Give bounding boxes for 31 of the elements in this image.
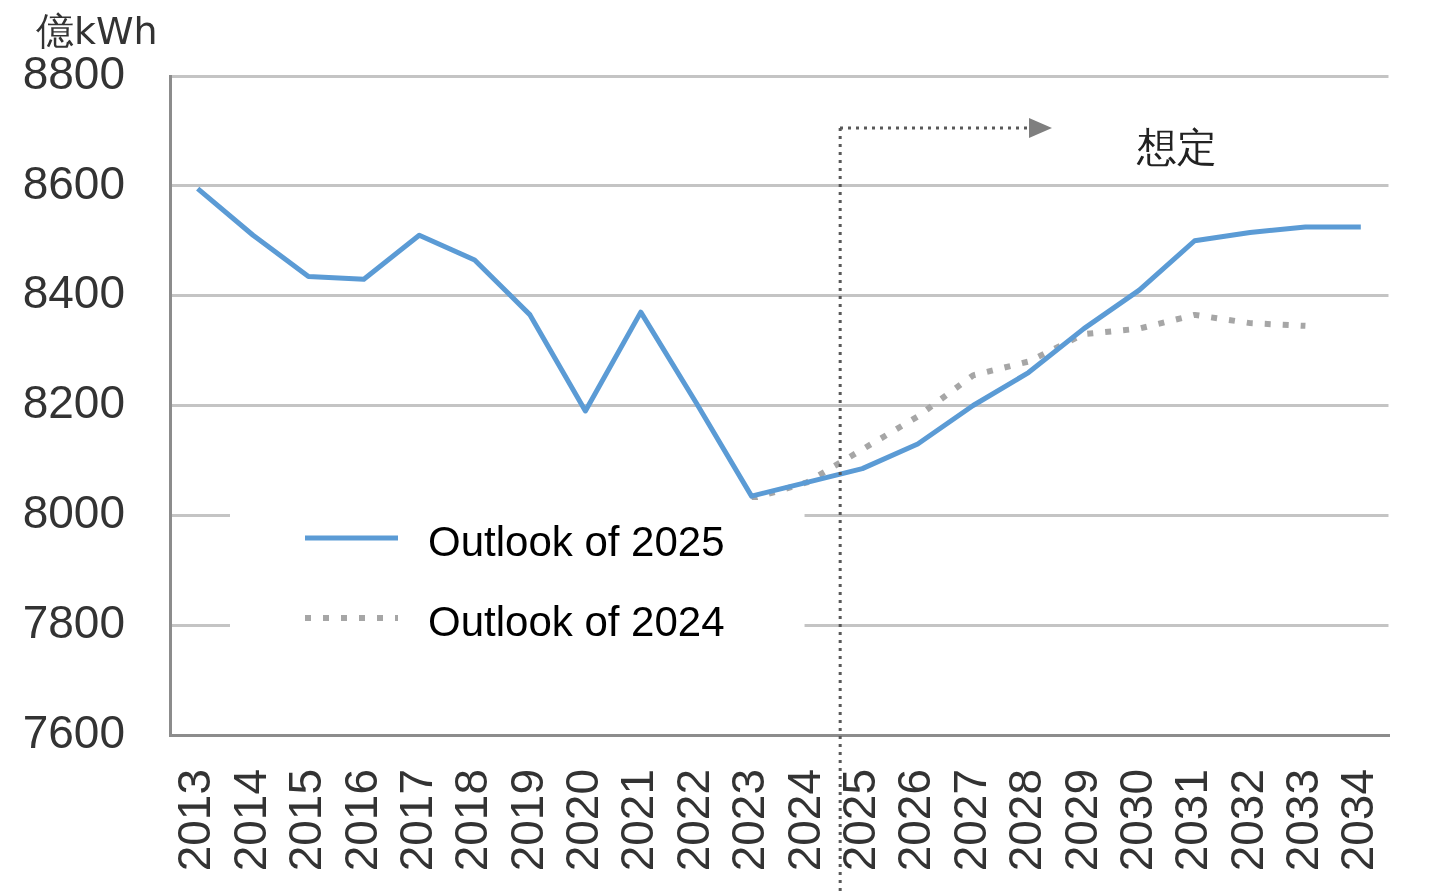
x-tick-label: 2025 (833, 769, 886, 872)
x-tick-label: 2021 (611, 769, 664, 872)
x-tick-label: 2014 (223, 769, 276, 872)
x-tick-label: 2017 (389, 769, 442, 872)
y-tick-label: 8200 (22, 376, 125, 429)
x-tick-label: 2032 (1220, 769, 1273, 872)
y-tick-label: 8400 (22, 266, 125, 319)
y-tick-label: 8000 (22, 486, 125, 539)
x-tick-label: 2016 (334, 769, 387, 872)
x-tick-label: 2033 (1276, 769, 1329, 872)
y-tick-label: 7600 (22, 705, 125, 758)
x-tick-label: 2028 (999, 769, 1052, 872)
x-tick-label: 2013 (168, 769, 221, 872)
x-tick-label: 2015 (279, 769, 332, 872)
x-tick-label: 2027 (943, 769, 996, 872)
x-tick-label: 2023 (722, 769, 775, 872)
x-tick-label: 2031 (1165, 769, 1218, 872)
x-tick-label: 2024 (777, 769, 830, 872)
x-tick-label: 2034 (1331, 769, 1384, 872)
x-tick-label: 2026 (888, 769, 941, 872)
x-tick-label: 2029 (1054, 769, 1107, 872)
y-tick-label: 7800 (22, 595, 125, 648)
legend-label: Outlook of 2025 (428, 517, 725, 565)
x-tick-label: 2019 (500, 769, 553, 872)
x-tick-label: 2022 (666, 769, 719, 872)
annotation: 想定 (1136, 124, 1218, 171)
x-tick-label: 2030 (1109, 769, 1162, 872)
x-tick-label: 2018 (445, 769, 498, 872)
x-tick-label: 2020 (556, 769, 609, 872)
legend-label: Outlook of 2024 (428, 597, 725, 645)
y-tick-label: 8600 (22, 156, 125, 209)
